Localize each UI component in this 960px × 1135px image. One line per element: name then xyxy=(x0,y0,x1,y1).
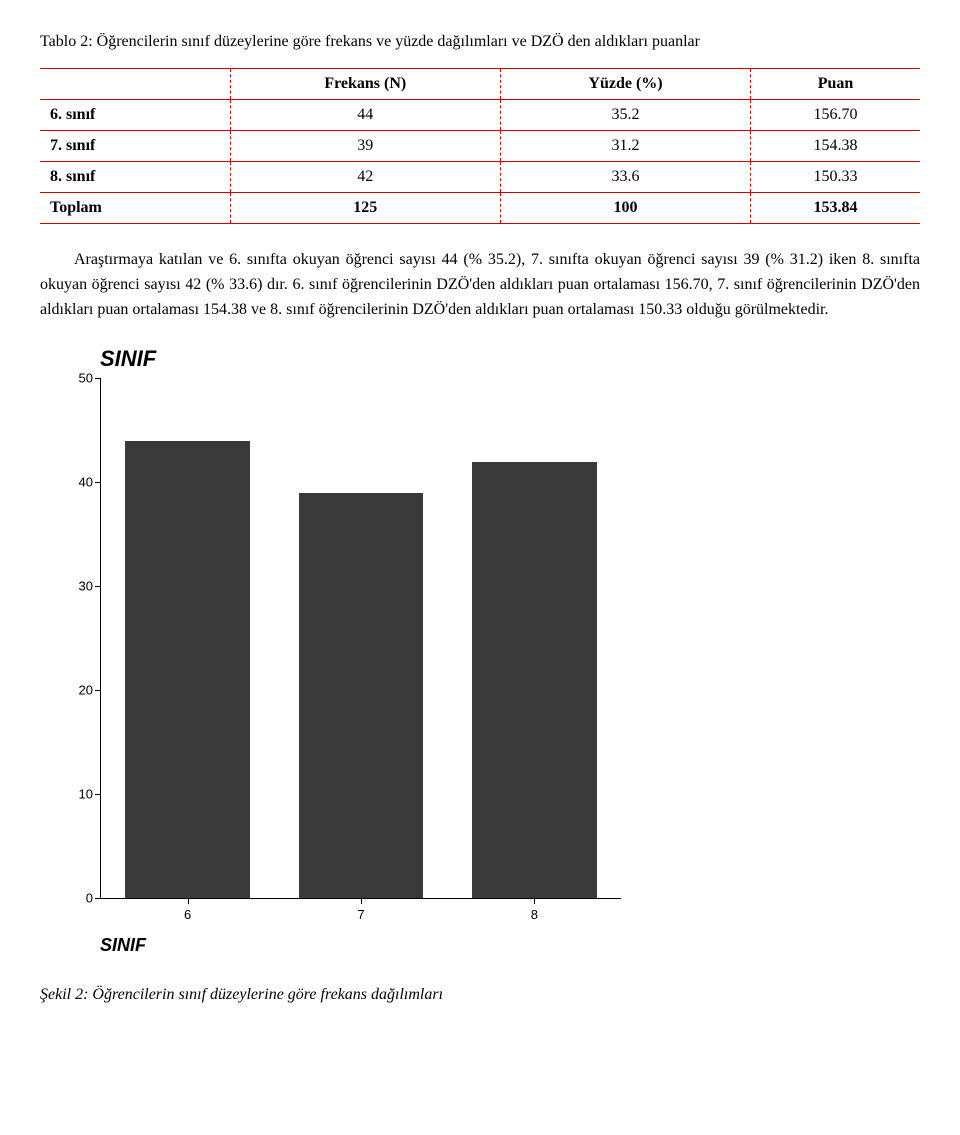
y-tick xyxy=(95,898,101,899)
y-tick-label: 0 xyxy=(65,891,93,906)
table-row: 8. sınıf 42 33.6 150.33 xyxy=(40,162,920,193)
cell: 100 xyxy=(500,193,750,224)
chart-area: SINIF 01020304050678 SINIF xyxy=(100,346,920,956)
x-axis-title: SINIF xyxy=(100,935,920,956)
th-frekans: Frekans (N) xyxy=(230,69,500,100)
cell: 156.70 xyxy=(751,100,920,131)
frequency-table: Frekans (N) Yüzde (%) Puan 6. sınıf 44 3… xyxy=(40,68,920,224)
x-tick-label: 7 xyxy=(357,907,364,922)
y-tick-label: 20 xyxy=(65,683,93,698)
th-blank xyxy=(40,69,230,100)
figure-caption: Şekil 2: Öğrencilerin sınıf düzeylerine … xyxy=(40,986,920,1004)
th-puan: Puan xyxy=(751,69,920,100)
cell: 39 xyxy=(230,131,500,162)
cell: 42 xyxy=(230,162,500,193)
cell: 154.38 xyxy=(751,131,920,162)
cell: 31.2 xyxy=(500,131,750,162)
cell: 153.84 xyxy=(751,193,920,224)
x-tick xyxy=(534,898,535,904)
y-tick-label: 30 xyxy=(65,579,93,594)
x-tick-label: 8 xyxy=(531,907,538,922)
table-total-row: Toplam 125 100 153.84 xyxy=(40,193,920,224)
cell: 35.2 xyxy=(500,100,750,131)
y-tick-label: 40 xyxy=(65,475,93,490)
cell: 7. sınıf xyxy=(40,131,230,162)
y-tick-label: 10 xyxy=(65,787,93,802)
x-tick xyxy=(188,898,189,904)
y-tick-label: 50 xyxy=(65,371,93,386)
table-caption: Tablo 2: Öğrencilerin sınıf düzeylerine … xyxy=(40,30,920,54)
cell: 44 xyxy=(230,100,500,131)
table-row: 7. sınıf 39 31.2 154.38 xyxy=(40,131,920,162)
bar-chart: 01020304050678 xyxy=(100,378,621,899)
chart-title: SINIF xyxy=(100,346,920,372)
y-tick xyxy=(95,482,101,483)
analysis-paragraph: Araştırmaya katılan ve 6. sınıfta okuyan… xyxy=(40,248,920,322)
bar xyxy=(299,493,424,899)
cell: 150.33 xyxy=(751,162,920,193)
y-tick xyxy=(95,378,101,379)
y-tick xyxy=(95,794,101,795)
cell: 8. sınıf xyxy=(40,162,230,193)
th-yuzde: Yüzde (%) xyxy=(500,69,750,100)
y-tick xyxy=(95,690,101,691)
cell: 6. sınıf xyxy=(40,100,230,131)
table-row: 6. sınıf 44 35.2 156.70 xyxy=(40,100,920,131)
cell: 125 xyxy=(230,193,500,224)
cell: 33.6 xyxy=(500,162,750,193)
bar xyxy=(472,462,597,899)
y-tick xyxy=(95,586,101,587)
bar xyxy=(125,441,250,899)
x-tick xyxy=(361,898,362,904)
x-tick-label: 6 xyxy=(184,907,191,922)
cell: Toplam xyxy=(40,193,230,224)
